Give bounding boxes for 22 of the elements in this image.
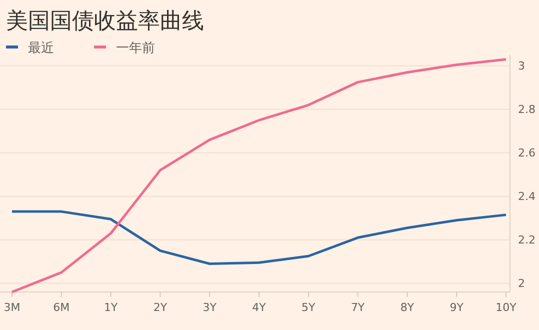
y-tick-label: 3 [518,60,525,73]
x-tick-label: 3M [4,301,20,314]
y-tick-label: 2.6 [518,146,536,160]
line-series [10,210,508,265]
y-tick-label: 2 [518,277,525,290]
legend-label: 最近 [28,41,54,56]
line-series [10,58,508,294]
x-tick-label: 3Y [202,301,217,314]
x-tick-label: 1Y [104,301,118,314]
x-tick-label: 6M [53,301,70,314]
x-tick-label: 4Y [252,301,266,314]
x-tick-label: 7Y [350,301,365,314]
y-tick-label: 2.8 [518,103,536,116]
y-tick-label: 2.2 [518,234,536,247]
x-tick-label: 2Y [153,301,168,314]
x-tick-label: 5Y [302,301,316,314]
x-tick-label: 10Y [496,301,517,314]
legend-label: 一年前 [116,41,155,56]
x-tick-label: 9Y [450,301,464,314]
y-tick-label: 2.4 [518,190,536,204]
x-tick-label: 8Y [400,301,414,314]
chart-title: 美国国债收益率曲线 [6,9,204,34]
